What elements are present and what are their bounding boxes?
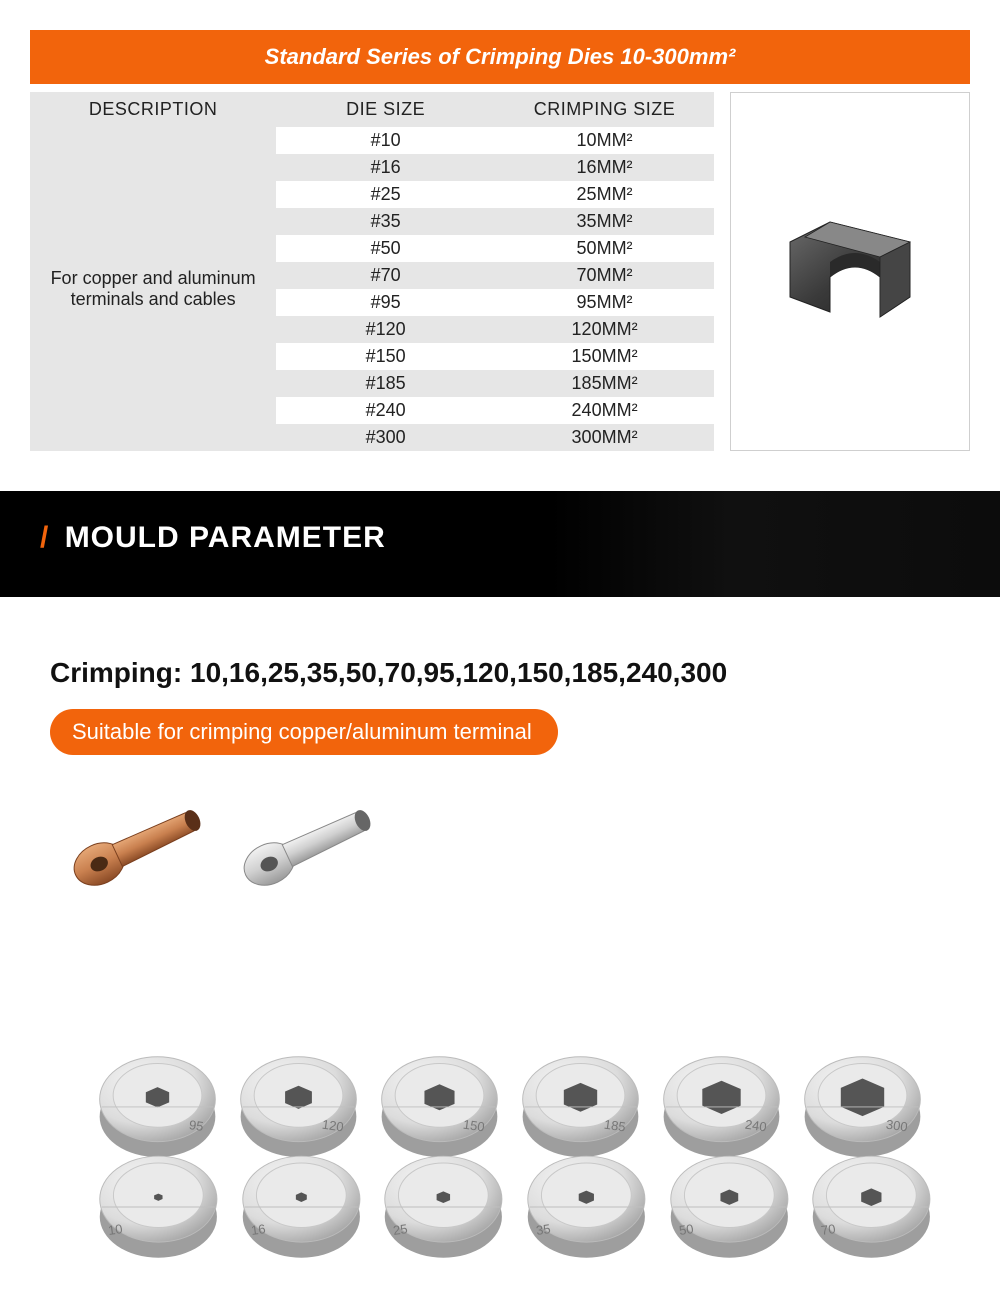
crimping-size-cell: 16MM² [495, 154, 714, 181]
die-size-cell: #70 [276, 262, 495, 289]
crimping-die-icon [760, 202, 940, 342]
crimping-size-cell: 300MM² [495, 424, 714, 451]
mould-parameter-banner: / MOULD PARAMETER [0, 491, 1000, 597]
die-size-cell: #300 [276, 424, 495, 451]
product-image-area: 95 120 150 [50, 775, 950, 1295]
crimping-size-cell: 120MM² [495, 316, 714, 343]
die-size-cell: #25 [276, 181, 495, 208]
spec-table: DESCRIPTION DIE SIZE CRIMPING SIZE For c… [30, 92, 714, 451]
title-bar: Standard Series of Crimping Dies 10-300m… [30, 30, 970, 84]
die-ring-50: 50 [661, 1135, 798, 1275]
banner-text: MOULD PARAMETER [65, 521, 386, 554]
terminal-lugs [60, 785, 390, 905]
die-label: 70 [820, 1221, 836, 1238]
die-label: 95 [188, 1117, 204, 1134]
crimping-label: Crimping: [50, 657, 182, 688]
crimping-size-cell: 10MM² [495, 127, 714, 154]
die-label: 300 [885, 1117, 909, 1135]
die-size-cell: #10 [276, 127, 495, 154]
die-ring-35: 35 [518, 1135, 655, 1275]
die-size-cell: #150 [276, 343, 495, 370]
die-size-cell: #35 [276, 208, 495, 235]
die-label: 25 [392, 1221, 408, 1238]
suitable-pill: Suitable for crimping copper/aluminum te… [50, 709, 558, 755]
die-label: 240 [744, 1117, 768, 1135]
die-ring-25: 25 [375, 1135, 512, 1275]
die-size-cell: #240 [276, 397, 495, 424]
crimping-values: 10,16,25,35,50,70,95,120,150,185,240,300 [190, 657, 727, 688]
crimping-values-heading: Crimping: 10,16,25,35,50,70,95,120,150,1… [50, 657, 950, 689]
die-size-cell: #50 [276, 235, 495, 262]
die-ring-70: 70 [803, 1135, 940, 1275]
die-label: 16 [250, 1221, 266, 1238]
crimping-size-cell: 50MM² [495, 235, 714, 262]
crimping-size-cell: 25MM² [495, 181, 714, 208]
crimping-size-cell: 185MM² [495, 370, 714, 397]
die-size-cell: #185 [276, 370, 495, 397]
crimping-size-cell: 240MM² [495, 397, 714, 424]
crimping-size-cell: 35MM² [495, 208, 714, 235]
die-label: 35 [535, 1221, 551, 1238]
col-die-size: DIE SIZE [276, 92, 495, 127]
die-label: 50 [678, 1221, 694, 1238]
die-label: 10 [107, 1221, 123, 1238]
die-ring-16: 16 [233, 1135, 370, 1275]
crimping-size-cell: 95MM² [495, 289, 714, 316]
die-size-cell: #16 [276, 154, 495, 181]
copper-lug-icon [60, 785, 220, 905]
die-ring-10: 10 [90, 1135, 227, 1275]
crimping-size-cell: 150MM² [495, 343, 714, 370]
col-description: DESCRIPTION [30, 92, 276, 127]
description-cell: For copper and aluminum terminals and ca… [30, 127, 276, 451]
aluminum-lug-icon [230, 785, 390, 905]
spec-table-wrap: DESCRIPTION DIE SIZE CRIMPING SIZE For c… [30, 92, 970, 451]
die-illustration-box [730, 92, 970, 451]
col-crimping-size: CRIMPING SIZE [495, 92, 714, 127]
banner-slash: / [40, 521, 49, 554]
die-size-cell: #120 [276, 316, 495, 343]
die-label: 120 [321, 1117, 345, 1135]
table-row: For copper and aluminum terminals and ca… [30, 127, 714, 154]
dies-grid: 95 120 150 [90, 1035, 940, 1275]
die-label: 150 [462, 1117, 486, 1135]
die-size-cell: #95 [276, 289, 495, 316]
crimping-size-cell: 70MM² [495, 262, 714, 289]
die-label: 185 [603, 1117, 627, 1135]
